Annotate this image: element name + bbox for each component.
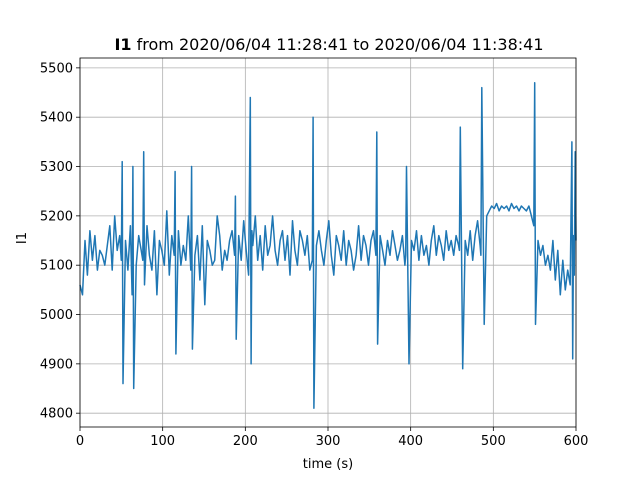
chart-title: I1 from 2020/06/04 11:28:41 to 2020/06/0… bbox=[114, 35, 543, 54]
x-tick-label: 300 bbox=[316, 434, 341, 449]
y-tick-label: 4900 bbox=[40, 357, 73, 372]
x-tick-label: 500 bbox=[481, 434, 506, 449]
x-tick-label: 600 bbox=[564, 434, 589, 449]
plot-area bbox=[79, 81, 577, 410]
y-tick-label: 5400 bbox=[40, 111, 73, 126]
x-tick-label: 0 bbox=[76, 434, 84, 449]
grid-lines bbox=[79, 58, 577, 427]
x-axis-ticks: 0 100 200 300 400 500 600 bbox=[76, 427, 589, 449]
series-line-i1 bbox=[79, 81, 577, 410]
y-axis-label: I1 bbox=[15, 232, 30, 244]
x-tick-label: 400 bbox=[398, 434, 423, 449]
x-axis-label: time (s) bbox=[303, 457, 353, 472]
y-tick-label: 5100 bbox=[40, 259, 73, 274]
y-axis-ticks: 4800 4900 5000 5100 5200 5300 5400 5500 bbox=[40, 61, 80, 422]
chart-title-rest: from 2020/06/04 11:28:41 to 2020/06/04 1… bbox=[132, 35, 544, 54]
x-tick-label: 100 bbox=[150, 434, 175, 449]
y-tick-label: 5300 bbox=[40, 160, 73, 175]
y-tick-label: 4800 bbox=[40, 407, 73, 422]
chart-title-bold: I1 bbox=[114, 35, 131, 54]
y-tick-label: 5200 bbox=[40, 209, 73, 224]
y-tick-label: 5000 bbox=[40, 308, 73, 323]
x-tick-label: 200 bbox=[233, 434, 258, 449]
y-tick-label: 5500 bbox=[40, 61, 73, 76]
